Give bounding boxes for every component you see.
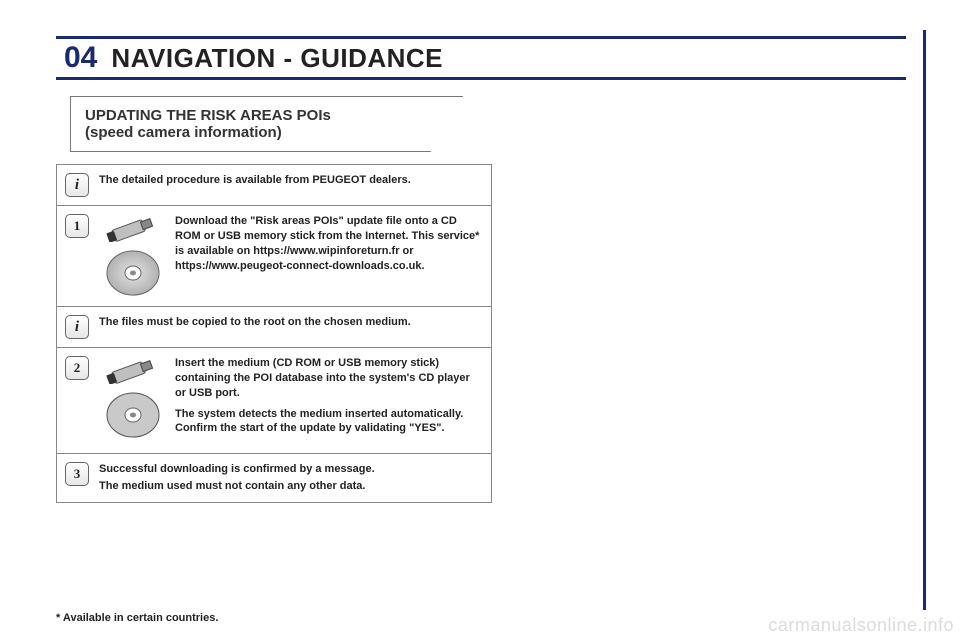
row-text: The files must be copied to the root on … bbox=[99, 315, 411, 330]
info-icon: i bbox=[65, 315, 89, 339]
section-header: 04 NAVIGATION - GUIDANCE bbox=[56, 36, 906, 80]
row-text-2: The medium used must not contain any oth… bbox=[99, 479, 375, 494]
cd-icon bbox=[103, 388, 163, 440]
row-text: Successful downloading is confirmed by a… bbox=[99, 462, 375, 477]
watermark: carmanualsonline.info bbox=[768, 615, 954, 636]
section-title: NAVIGATION - GUIDANCE bbox=[111, 43, 443, 74]
info-row: i The files must be copied to the root o… bbox=[56, 307, 492, 348]
row-text: The detailed procedure is available from… bbox=[99, 173, 411, 188]
step-row: 2 Insert the medium (CD ROM or USB memor… bbox=[56, 348, 492, 454]
media-icons bbox=[103, 214, 163, 298]
media-icons bbox=[103, 356, 163, 440]
row-text: Insert the medium (CD ROM or USB memory … bbox=[175, 356, 481, 401]
step-row: 1 Download the "Risk areas POIs" update … bbox=[56, 206, 492, 307]
footnote: * Available in certain countries. bbox=[56, 612, 218, 624]
row-text-2: The system detects the medium inserted a… bbox=[175, 407, 481, 437]
info-row: i The detailed procedure is available fr… bbox=[56, 164, 492, 206]
row-text: Download the "Risk areas POIs" update fi… bbox=[175, 214, 481, 273]
step-row: 3 Successful downloading is confirmed by… bbox=[56, 454, 492, 503]
usb-stick-icon bbox=[106, 356, 160, 384]
usb-stick-icon bbox=[106, 214, 160, 242]
subtitle-line1: UPDATING THE RISK AREAS POIs bbox=[85, 107, 449, 124]
subtitle-line2: (speed camera information) bbox=[85, 124, 449, 141]
section-number: 04 bbox=[64, 41, 97, 75]
content-column: i The detailed procedure is available fr… bbox=[56, 164, 492, 503]
step-badge: 1 bbox=[65, 214, 89, 238]
step-badge: 2 bbox=[65, 356, 89, 380]
subtitle-box: UPDATING THE RISK AREAS POIs (speed came… bbox=[70, 96, 464, 152]
info-icon: i bbox=[65, 173, 89, 197]
step-badge: 3 bbox=[65, 462, 89, 486]
cd-icon bbox=[103, 246, 163, 298]
